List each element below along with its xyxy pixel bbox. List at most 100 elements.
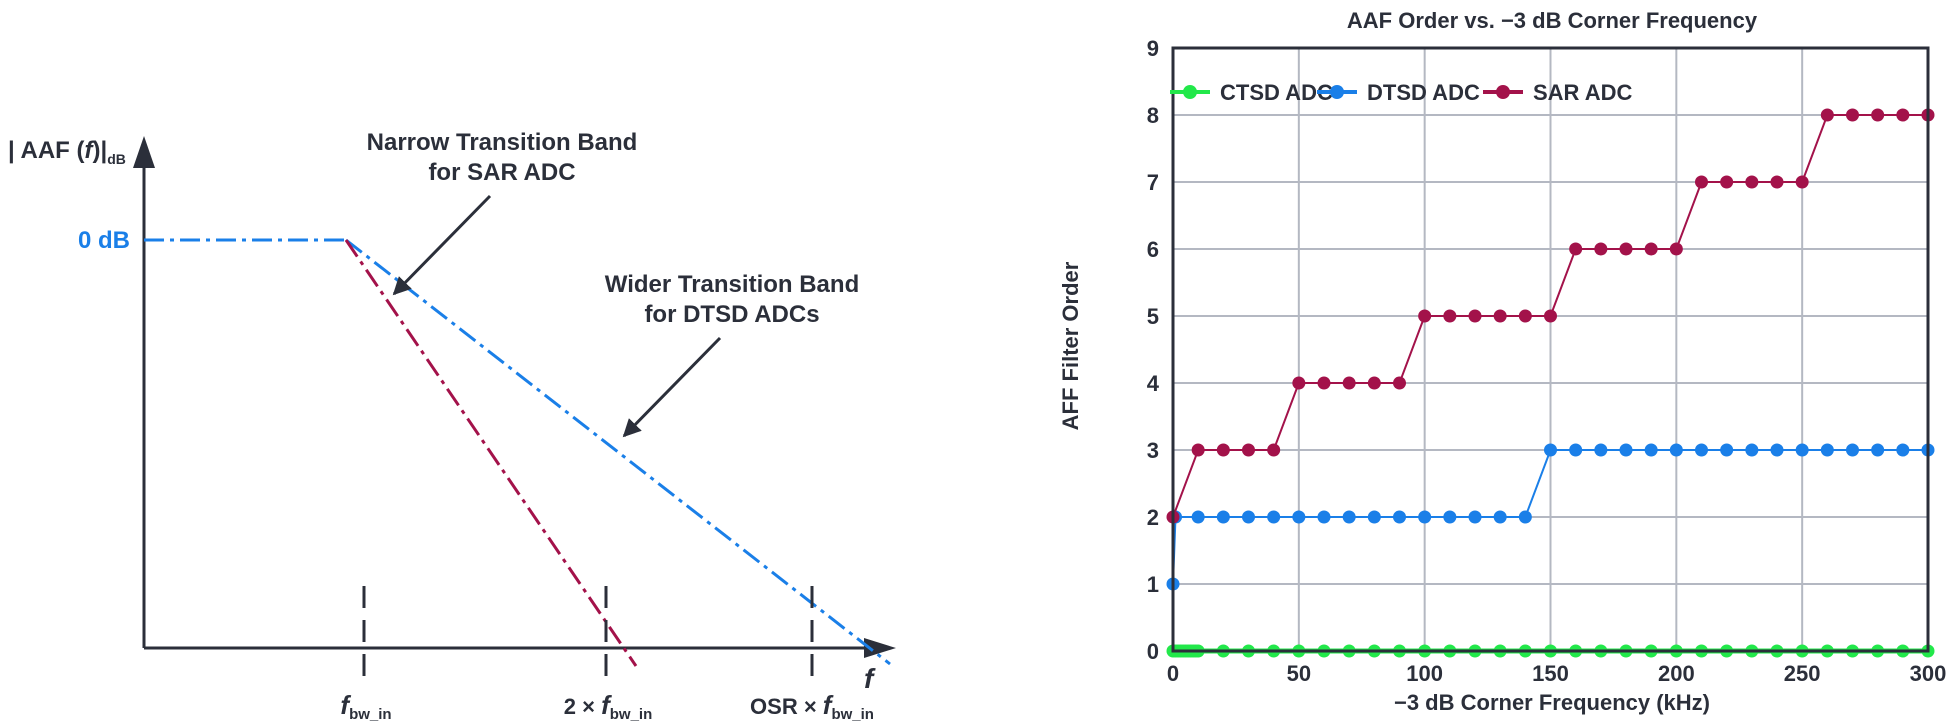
data-point-dtsd-adc [1443,510,1457,524]
data-point-dtsd-adc [1468,510,1482,524]
data-point-sar-adc [1367,376,1381,390]
y-tick-label: 5 [1147,304,1159,329]
data-point-sar-adc [1393,376,1406,390]
data-point-sar-adc [1493,309,1507,323]
y-tick-label: 6 [1147,237,1159,262]
x-tick-label: 250 [1784,661,1821,686]
x-axis-title: −3 dB Corner Frequency (kHz) [1394,690,1710,715]
data-point-dtsd-adc [1292,510,1306,524]
data-point-dtsd-adc [1619,443,1633,457]
x-tick-label: 200 [1658,661,1695,686]
sar-rolloff-line [344,239,638,667]
legend-item-dtsd-adc: DTSD ADC [1317,80,1480,105]
data-point-dtsd-adc [1216,510,1230,524]
data-point-sar-adc [1594,242,1608,256]
legend-marker-sar-adc [1496,85,1510,99]
data-point-dtsd-adc [1820,443,1834,457]
y-axis-arrow [133,136,155,168]
data-point-dtsd-adc [1846,443,1859,457]
narrow-band-annotation-line2: for SAR ADC [428,159,575,186]
legend-label-dtsd-adc: DTSD ADC [1367,80,1480,105]
data-point-dtsd-adc [1493,510,1507,524]
legend-marker-dtsd-adc [1330,85,1344,99]
legend-label-ctsd-adc: CTSD ADC [1220,80,1333,105]
data-point-dtsd-adc [1594,443,1608,457]
data-point-sar-adc [1569,242,1583,256]
marker-osrfbw-label: OSR × fbw_in [750,690,874,723]
x-tick-label: 300 [1910,661,1947,686]
data-point-dtsd-adc [1544,443,1557,457]
x-tick-label: 150 [1532,661,1569,686]
data-point-dtsd-adc [1569,443,1583,457]
x-tick-label: 100 [1406,661,1443,686]
data-point-sar-adc [1518,309,1532,323]
data-point-sar-adc [1317,376,1331,390]
data-point-sar-adc [1795,175,1809,189]
x-axis-arrow [864,638,896,658]
aaf-order-chart: AAF Order vs. −3 dB Corner Frequency AFF… [1058,8,1947,715]
zero-db-label: 0 dB [78,227,130,254]
data-point-sar-adc [1216,443,1230,457]
data-point-sar-adc [1418,309,1432,323]
data-point-dtsd-adc [1745,443,1759,457]
y-tick-label: 8 [1147,103,1159,128]
data-point-sar-adc [1468,309,1482,323]
x-axis-variable: f [864,663,876,694]
marker-2fbw-label: 2 × fbw_in [564,690,653,723]
y-tick-label: 2 [1147,505,1159,530]
data-point-sar-adc [1267,443,1281,457]
plot-frame [1171,46,1930,653]
data-point-sar-adc [1871,108,1885,122]
legend: CTSD ADC DTSD ADC SAR ADC [1170,80,1633,105]
data-point-dtsd-adc [1695,443,1708,457]
data-point-sar-adc [1644,242,1658,256]
data-point-sar-adc [1720,175,1734,189]
data-point-dtsd-adc [1342,510,1356,524]
legend-label-sar-adc: SAR ADC [1533,80,1633,105]
y-tick-label: 9 [1147,36,1159,61]
data-point-dtsd-adc [1393,510,1406,524]
data-point-dtsd-adc [1770,443,1784,457]
series-sar-adc [1166,108,1935,524]
data-point-dtsd-adc [1871,443,1885,457]
dtsd-rolloff-line [345,238,891,666]
data-point-dtsd-adc [1644,443,1658,457]
narrow-band-arrow [392,194,492,296]
y-tick-label: 7 [1147,170,1159,195]
data-point-sar-adc [1443,309,1457,323]
data-point-dtsd-adc [1518,510,1532,524]
data-point-dtsd-adc [1242,510,1255,524]
legend-item-sar-adc: SAR ADC [1483,80,1633,105]
narrow-band-annotation-line1: Narrow Transition Band [367,129,638,156]
data-point-dtsd-adc [1669,443,1683,457]
data-point-dtsd-adc [1317,510,1331,524]
y-tick-label: 0 [1147,639,1159,664]
grid [1172,47,1929,652]
data-point-dtsd-adc [1267,510,1281,524]
data-point-sar-adc [1846,108,1859,122]
y-tick-label: 1 [1147,572,1159,597]
y-tick-label: 3 [1147,438,1159,463]
marker-fbw-label: fbw_in [340,690,391,723]
series-dtsd-adc [1166,443,1935,591]
data-point-sar-adc [1544,309,1557,323]
data-point-sar-adc [1342,376,1356,390]
data-point-sar-adc [1669,242,1683,256]
chart-title: AAF Order vs. −3 dB Corner Frequency [1347,8,1758,33]
data-point-sar-adc [1242,443,1255,457]
data-point-sar-adc [1292,376,1306,390]
data-point-dtsd-adc [1367,510,1381,524]
transition-band-figure: | AAF (f)|dB 0 dB Narrow Transition Band… [8,129,896,723]
data-point-sar-adc [1619,242,1633,256]
data-point-dtsd-adc [1896,443,1910,457]
x-tick-label: 50 [1287,661,1311,686]
wider-band-annotation-line1: Wider Transition Band [605,271,859,298]
data-point-dtsd-adc [1720,443,1734,457]
data-point-sar-adc [1896,108,1910,122]
y-tick-label: 4 [1147,371,1160,396]
data-point-dtsd-adc [1418,510,1432,524]
data-point-dtsd-adc [1191,510,1205,524]
data-point-sar-adc [1745,175,1759,189]
tick-labels: 0 50 100 150 200 250 300 0 1 2 3 4 5 6 7 8 9 [1147,36,1947,686]
legend-item-ctsd-adc: CTSD ADC [1170,80,1333,105]
